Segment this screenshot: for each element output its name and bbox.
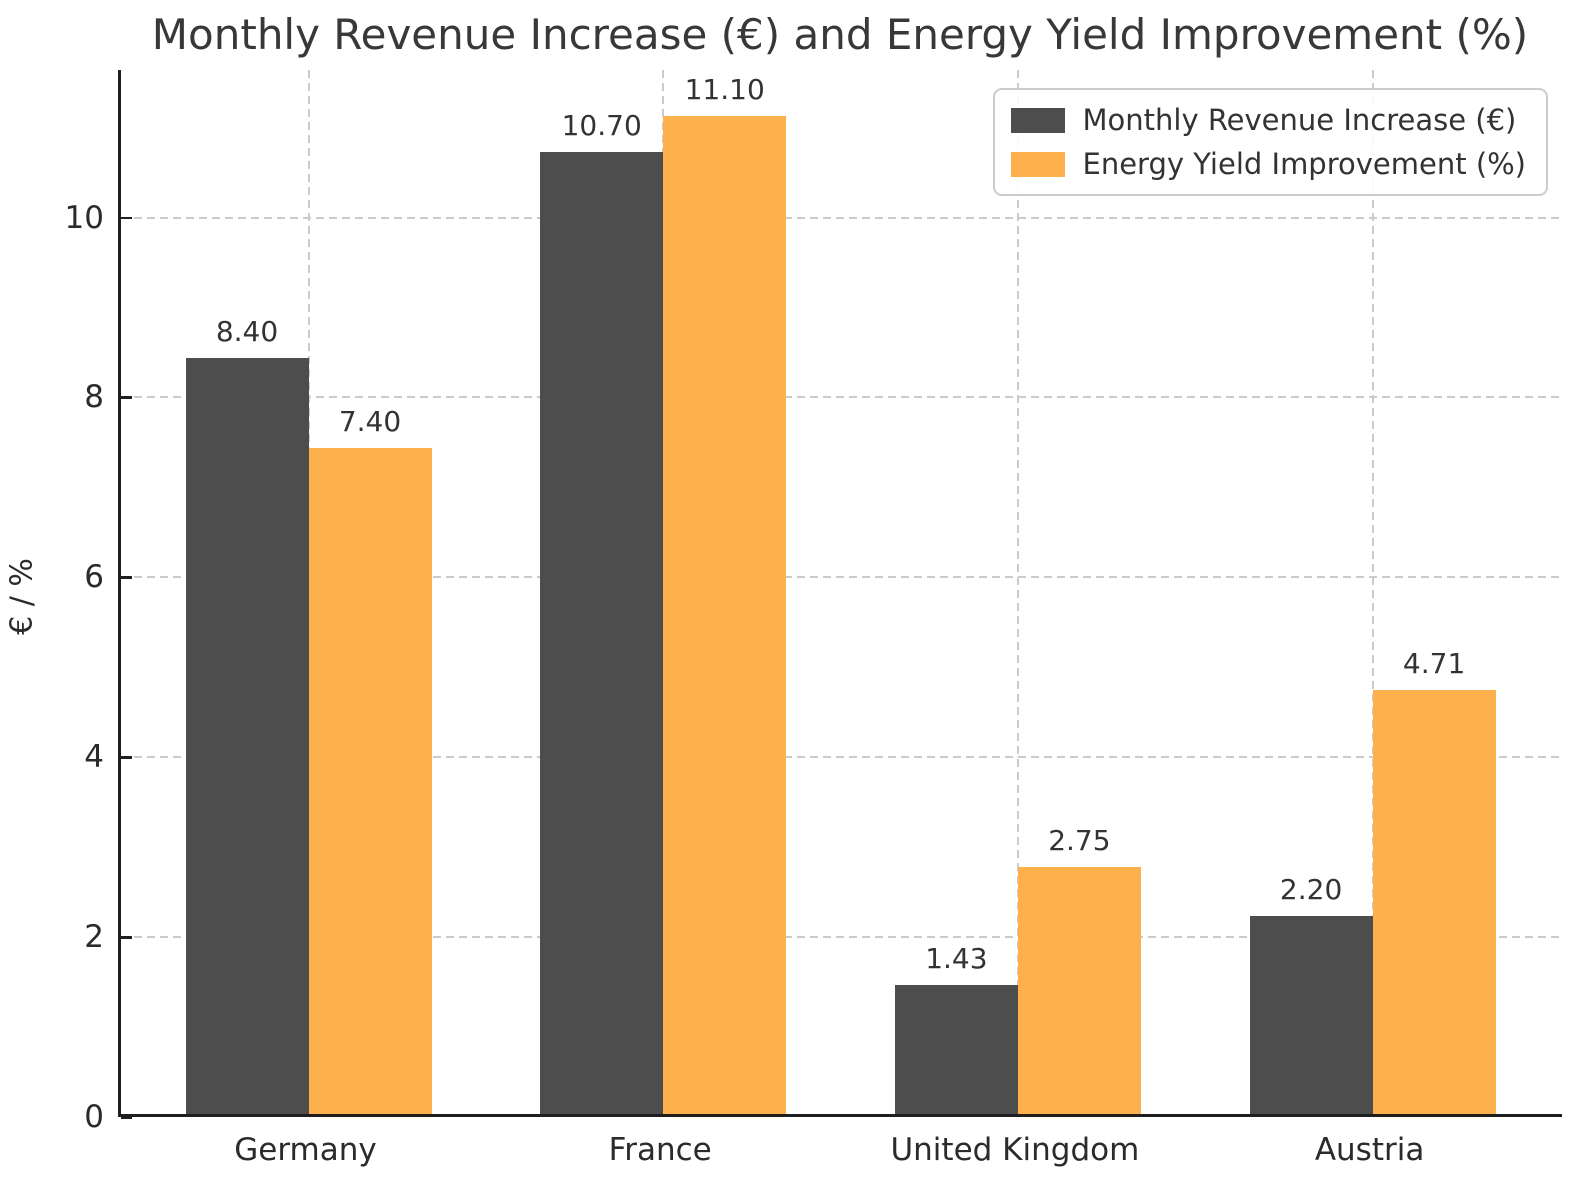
- bar-revenue-1: [540, 151, 664, 1114]
- bar-revenue-3: [1249, 916, 1373, 1114]
- y-tick-label: 8: [84, 379, 104, 416]
- y-tick-label: 6: [84, 559, 104, 596]
- gridline-horizontal: [121, 576, 1562, 579]
- x-tick-label-3: Austria: [1314, 1132, 1425, 1168]
- y-tick-mark: [121, 396, 132, 399]
- bar-value-label: 1.43: [925, 942, 988, 976]
- bar-value-label: 2.20: [1279, 873, 1343, 907]
- gridline-horizontal: [121, 936, 1562, 939]
- legend-label: Monthly Revenue Increase (€): [1082, 103, 1517, 137]
- gridline-vertical: [1016, 70, 1019, 1114]
- y-tick-mark: [121, 576, 132, 579]
- bar-yield-1: [663, 115, 787, 1114]
- bar-value-label: 2.75: [1048, 823, 1111, 857]
- chart-title: Monthly Revenue Increase (€) and Energy …: [151, 10, 1529, 59]
- bar-yield-0: [308, 448, 432, 1114]
- bar-revenue-0: [185, 358, 309, 1114]
- y-tick-mark: [121, 936, 132, 939]
- y-tick-label: 0: [84, 1099, 104, 1135]
- y-tick-label: 10: [64, 199, 104, 236]
- bar-revenue-2: [894, 985, 1018, 1114]
- bar-value-label: 8.40: [215, 315, 279, 349]
- x-tick-label-1: France: [608, 1132, 712, 1168]
- y-tick-mark: [121, 1116, 132, 1119]
- y-tick-label: 2: [84, 919, 104, 956]
- plot-area: 8.40 10.70 1.43 2.20 7.40 11.10 2.75 4.71: [118, 70, 1562, 1119]
- y-tick-mark: [121, 756, 132, 759]
- bar-value-label: 10.70: [561, 108, 642, 142]
- y-tick-mark: [121, 216, 132, 219]
- bar-yield-2: [1017, 866, 1141, 1114]
- revenue-legend-swatch: [1010, 107, 1065, 133]
- gridline-vertical: [1371, 70, 1374, 1114]
- legend-row-1: Energy Yield Improvement (%): [1010, 147, 1527, 181]
- gridline-horizontal: [121, 756, 1562, 759]
- gridline-horizontal: [121, 396, 1562, 399]
- bar-value-label: 11.10: [684, 72, 765, 106]
- gridline-horizontal: [121, 216, 1562, 219]
- bar-value-label: 4.71: [1402, 647, 1466, 681]
- x-tick-label-2: United Kingdom: [890, 1132, 1140, 1168]
- bar-value-label: 7.40: [338, 405, 402, 439]
- legend-label: Energy Yield Improvement (%): [1082, 147, 1527, 181]
- legend-row-0: Monthly Revenue Increase (€): [1010, 103, 1527, 137]
- y-tick-label: 4: [84, 739, 104, 776]
- yield-legend-swatch: [1010, 151, 1065, 177]
- x-tick-label-0: Germany: [234, 1132, 377, 1168]
- bar-yield-3: [1372, 690, 1496, 1114]
- legend: Monthly Revenue Increase (€) Energy Yield…: [992, 88, 1548, 196]
